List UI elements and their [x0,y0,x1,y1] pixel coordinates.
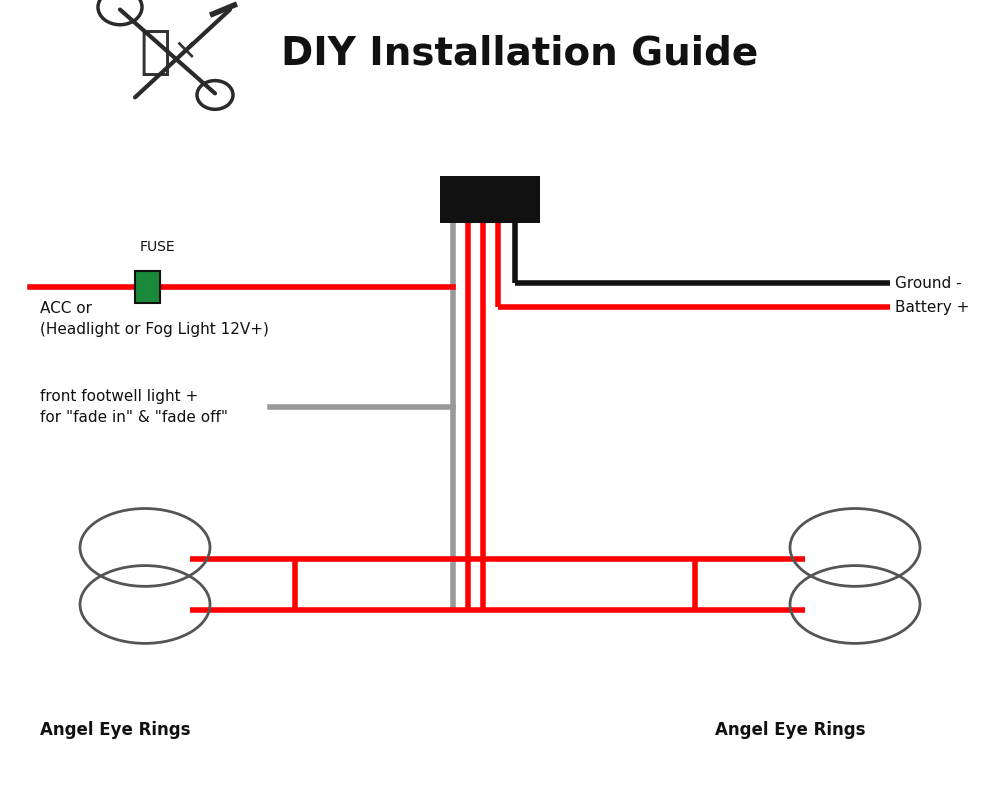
Text: ✕: ✕ [173,38,197,66]
Text: front footwell light +
for "fade in" & "fade off": front footwell light + for "fade in" & "… [40,389,228,425]
Text: ACC or
(Headlight or Fog Light 12V+): ACC or (Headlight or Fog Light 12V+) [40,301,269,338]
Text: Angel Eye Rings: Angel Eye Rings [715,721,865,739]
Text: Battery +: Battery + [895,300,969,314]
Text: 🔧: 🔧 [139,26,171,78]
Text: DIY Installation Guide: DIY Installation Guide [281,34,759,73]
Text: Ground -: Ground - [895,276,962,290]
Text: Angel Eye Rings: Angel Eye Rings [40,721,190,739]
FancyBboxPatch shape [440,176,540,223]
Text: FUSE: FUSE [140,240,176,255]
FancyBboxPatch shape [135,271,160,303]
